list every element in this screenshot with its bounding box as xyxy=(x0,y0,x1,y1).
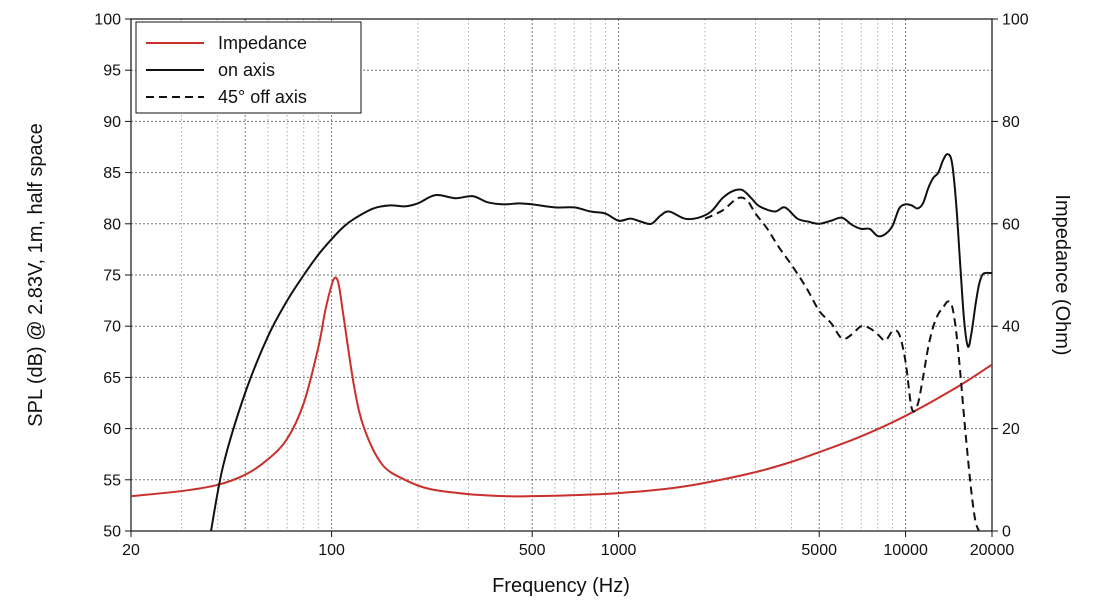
y2-tick-label: 0 xyxy=(1002,524,1011,541)
y-tick-label: 100 xyxy=(94,12,121,29)
x-tick-label: 10000 xyxy=(883,542,928,559)
y-tick-label: 90 xyxy=(103,114,121,131)
legend: Impedance on axis 45° off axis xyxy=(135,21,362,114)
legend-label-impedance: Impedance xyxy=(218,33,307,53)
y2-tick-label: 20 xyxy=(1002,421,1020,438)
x-tick-label: 20 xyxy=(122,542,140,559)
legend-label-off-axis: 45° off axis xyxy=(218,87,307,107)
y-tick-label: 60 xyxy=(103,421,121,438)
x-tick-label: 1000 xyxy=(601,542,637,559)
on-axis-curve xyxy=(210,153,992,531)
y-axis-title: SPL (dB) @ 2.83V, 1m, half space xyxy=(25,123,47,426)
x-tick-label: 500 xyxy=(519,542,546,559)
y-tick-label: 50 xyxy=(103,524,121,541)
series-lines xyxy=(131,153,992,531)
grid-lines xyxy=(131,19,992,531)
y-tick-label: 80 xyxy=(103,216,121,233)
y2-tick-label: 100 xyxy=(1002,12,1029,29)
y-tick-label: 55 xyxy=(103,472,121,489)
x-tick-label: 20000 xyxy=(970,542,1015,559)
y2-tick-label: 80 xyxy=(1002,114,1020,131)
y-tick-label: 70 xyxy=(103,319,121,336)
x-axis-title: Frequency (Hz) xyxy=(492,575,630,597)
impedance-curve xyxy=(131,276,992,498)
x-tick-label: 100 xyxy=(318,542,345,559)
y2-tick-label: 40 xyxy=(1002,319,1020,336)
y2-tick-label: 60 xyxy=(1002,216,1020,233)
legend-label-on-axis: on axis xyxy=(218,60,275,80)
axis-ticks: 20 100 500 1000 5000 10000 2000050556065707580… xyxy=(94,12,1029,560)
y-tick-label: 65 xyxy=(103,370,121,387)
y2-axis-title: Impedance (Ohm) xyxy=(1051,194,1073,355)
x-tick-label: 5000 xyxy=(801,542,837,559)
y-tick-label: 85 xyxy=(103,165,121,182)
y-tick-label: 95 xyxy=(103,63,121,80)
off-axis-45-curve xyxy=(704,196,980,531)
y-tick-label: 75 xyxy=(103,268,121,285)
